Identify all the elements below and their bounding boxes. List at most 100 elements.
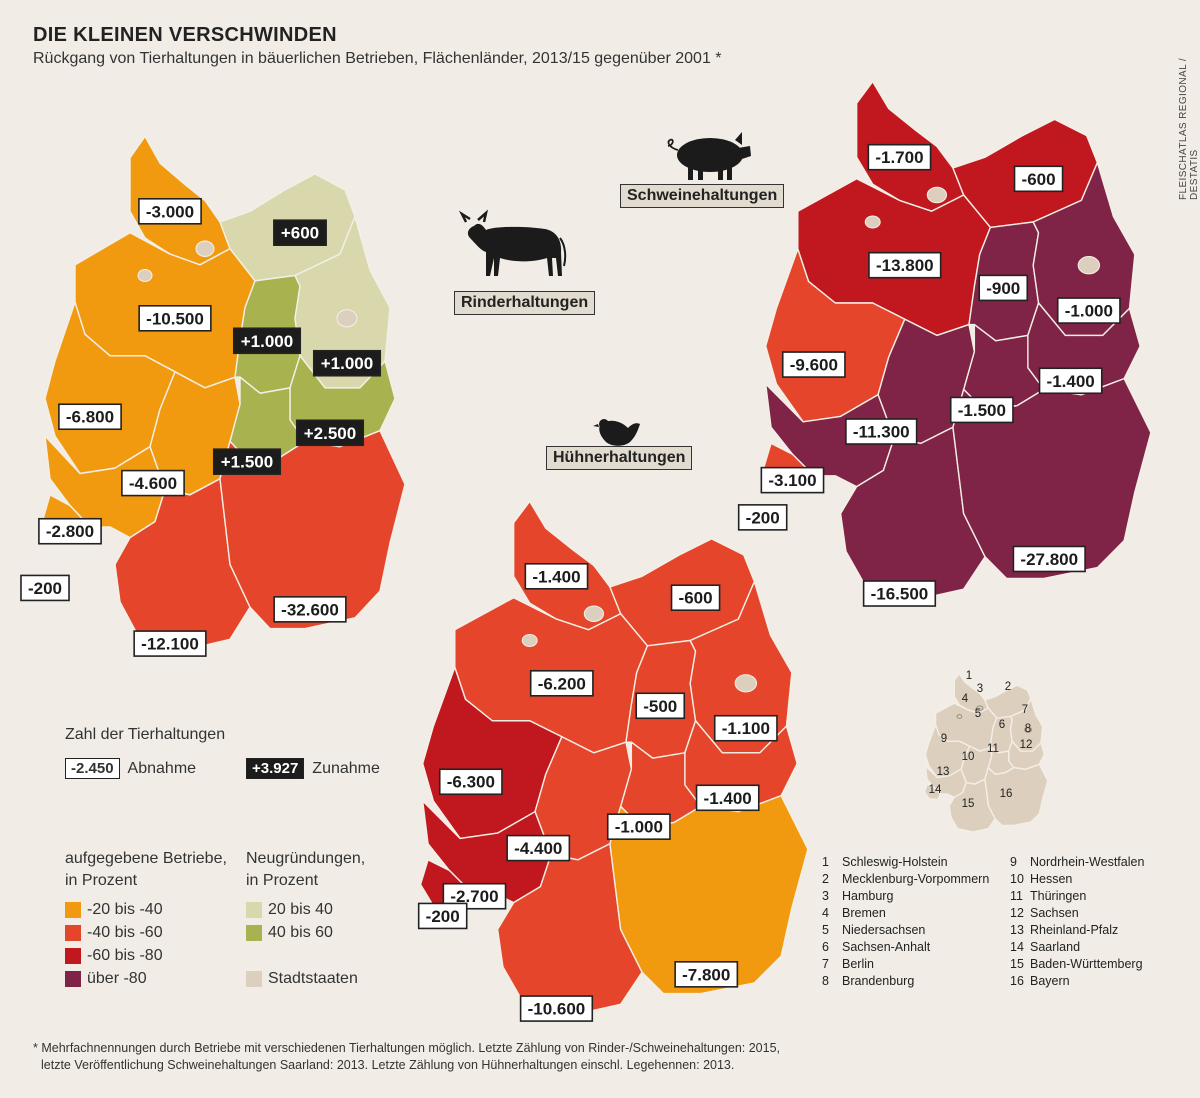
huehner-value-box-bayern	[674, 961, 739, 988]
rinder-value-sachsen-anhalt: +1.000	[241, 332, 293, 351]
rinder-city-hamburg	[195, 240, 215, 257]
legend-swatch	[65, 925, 81, 941]
schweine-city-hamburg	[926, 186, 948, 204]
schweine-value-sachsen: -1.400	[1047, 372, 1095, 391]
legend-swatch	[65, 902, 81, 918]
legend-city-label: Stadtstaaten	[268, 970, 358, 987]
state-list-item: 1 Schleswig-Holstein	[822, 854, 989, 871]
rinder-value-box-mecklenburg-vorpommern	[273, 219, 327, 246]
schweine-value-box-baden-wuerttemberg	[862, 580, 937, 607]
rinder-value-nordrhein-westfalen: -6.800	[66, 408, 114, 427]
rinder-map	[42, 135, 406, 651]
state-list-name: Thüringen	[1030, 889, 1087, 903]
rinder-value-rheinland-pfalz: -2.800	[46, 522, 94, 541]
huehner-value-sachsen-anhalt: -500	[643, 697, 677, 716]
rinder-value-box-nordrhein-westfalen	[58, 403, 122, 431]
state-list-item: 7 Berlin	[822, 956, 989, 973]
huehner-value-box-thueringen	[606, 813, 671, 840]
key-map-number: 10	[962, 751, 975, 763]
schweine-value-schleswig-holstein: -1.700	[875, 148, 923, 167]
key-map	[923, 672, 1049, 833]
legend-increase: +3.927 Zunahme	[246, 758, 380, 779]
schweine-value-sachsen-anhalt: -900	[986, 279, 1020, 298]
key-map-number: 6	[999, 719, 1005, 731]
legend-decrease-example: -2.450	[65, 758, 120, 779]
legend-gain-label: 20 bis 40	[268, 901, 333, 918]
rinder-value-niedersachsen: -10.500	[146, 309, 204, 328]
state-list-name: Sachsen-Anhalt	[842, 940, 931, 954]
huehner-city-berlin	[734, 674, 758, 693]
state-list-item: 15 Baden-Württemberg	[1010, 956, 1144, 973]
legend-loss-item: -40 bis -60	[65, 924, 163, 942]
key-map-number: 8	[1025, 723, 1031, 735]
huehner-value-sachsen: -1.400	[704, 789, 752, 808]
rinder-value-box-baden-wuerttemberg	[133, 630, 207, 657]
legend-increase-example: +3.927	[246, 758, 305, 779]
state-list-name: Hessen	[1030, 872, 1073, 886]
legend-count-title: Zahl der Tierhaltungen	[65, 726, 226, 743]
pig-icon	[667, 132, 751, 180]
state-list-name: Hamburg	[842, 889, 894, 903]
state-list-number: 1	[822, 855, 829, 869]
page-title: DIE KLEINEN VERSCHWINDEN	[33, 24, 337, 46]
key-map-number: 4	[962, 693, 969, 705]
state-list-name: Bremen	[842, 906, 886, 920]
schweine-city-berlin	[1077, 256, 1101, 275]
legend-decrease-label: Abnahme	[127, 759, 197, 777]
rinder-value-hessen: -4.600	[129, 474, 177, 493]
map-label-huehner: Hühnerhaltungen	[546, 446, 693, 470]
schweine-value-box-saarland	[737, 504, 788, 531]
state-list-item: 16 Bayern	[1010, 973, 1144, 990]
huehner-value-schleswig-holstein: -1.400	[532, 567, 580, 586]
schweine-value-box-bayern	[1012, 545, 1086, 573]
state-list-number: 13	[1010, 923, 1024, 937]
huehner-value-bayern: -7.800	[682, 965, 730, 984]
huehner-value-baden-wuerttemberg: -10.600	[528, 1000, 586, 1019]
legend-loss-item: -60 bis -80	[65, 947, 163, 965]
state-list-item: 2 Mecklenburg-Vorpommern	[822, 871, 989, 888]
key-map-number: 12	[1020, 739, 1033, 751]
schweine-map	[762, 80, 1152, 601]
map-label-schweine: Schweinehaltungen	[620, 184, 785, 208]
huehner-value-saarland: -200	[426, 907, 460, 926]
rinder-value-box-schleswig-holstein	[138, 198, 202, 225]
key-map-number: 5	[975, 708, 981, 720]
footnote: * Mehrfachnennungen durch Betriebe mit v…	[33, 1040, 1133, 1074]
state-list-item: 6 Sachsen-Anhalt	[822, 939, 989, 956]
legend-gain-label: 40 bis 60	[268, 924, 333, 941]
huehner-value-hessen: -4.400	[514, 839, 562, 858]
state-list-name: Sachsen	[1030, 906, 1079, 920]
legend-loss-title: aufgegebene Betriebe, in Prozent	[65, 848, 227, 892]
schweine-value-box-thueringen	[949, 396, 1014, 424]
footnote-line-1: * Mehrfachnennungen durch Betriebe mit v…	[33, 1041, 781, 1055]
state-list-left: 1 Schleswig-Holstein 2 Mecklenburg-Vorpomme…	[822, 854, 989, 990]
schweine-value-brandenburg: -1.000	[1065, 302, 1113, 321]
map-label-rinder: Rinderhaltungen	[454, 291, 596, 315]
rinder-value-sachsen: +2.500	[304, 424, 356, 443]
state-list-number: 8	[822, 974, 829, 988]
key-map-number: 13	[937, 766, 950, 778]
key-map-number: 2	[1005, 681, 1011, 693]
key-map-number: 15	[962, 798, 975, 810]
rinder-value-box-thueringen	[212, 448, 282, 475]
key-map-state-baden-wuerttemberg	[948, 778, 996, 833]
state-list-item: 14 Saarland	[1010, 939, 1144, 956]
state-list-name: Saarland	[1030, 940, 1081, 954]
huehner-value-box-saarland	[417, 902, 468, 930]
schweine-value-box-mecklenburg-vorpommern	[1013, 165, 1064, 193]
rinder-value-box-niedersachsen	[138, 304, 212, 332]
schweine-value-mecklenburg-vorpommern: -600	[1022, 170, 1056, 189]
key-map-number: 9	[941, 733, 947, 745]
rinder-value-box-sachsen	[295, 419, 365, 447]
rinder-city-berlin	[336, 309, 358, 328]
state-list-name: Nordrhein-Westfalen	[1030, 855, 1145, 869]
legend-swatch	[65, 948, 81, 964]
state-list-number: 3	[822, 889, 829, 903]
huehner-value-box-niedersachsen	[529, 669, 594, 697]
footnote-line-2: letzte Veröffentlichung Schweinehaltunge…	[41, 1058, 735, 1072]
legend-gain-item: 20 bis 40	[246, 901, 333, 919]
state-list-item: 11 Thüringen	[1010, 888, 1144, 905]
legend-loss-label: -60 bis -80	[87, 947, 163, 964]
state-list-name: Mecklenburg-Vorpommern	[842, 872, 990, 886]
